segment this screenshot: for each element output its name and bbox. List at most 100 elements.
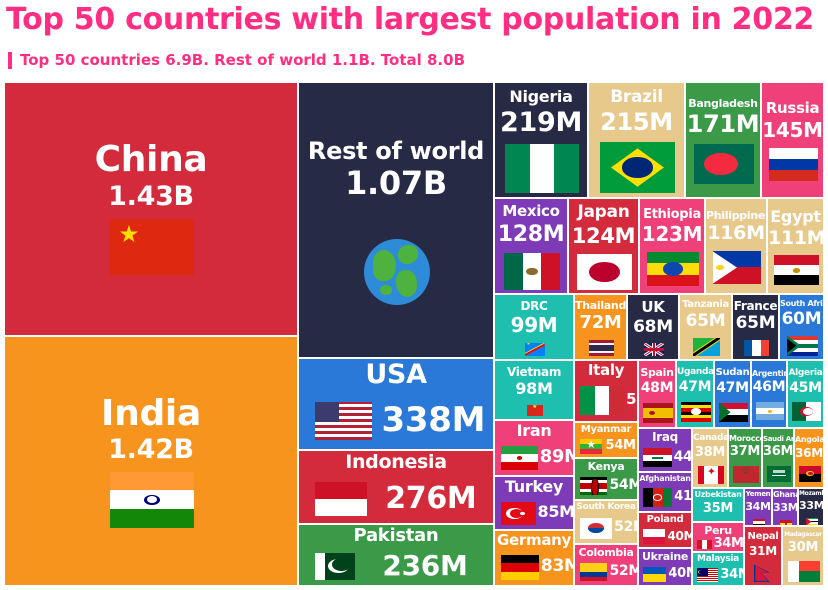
tile-name-uganda: Uganda (677, 367, 714, 378)
tile-value-malaysia: 34M (720, 566, 743, 582)
tile-value-ghana: 33M (773, 500, 798, 514)
tile-name-nigeria: Nigeria (509, 86, 573, 106)
flag-germany-icon (501, 555, 539, 581)
tile-name-mexico: Mexico (502, 202, 560, 220)
tile-name-iran: Iran (516, 421, 552, 440)
tile-value-china: 1.43B (108, 181, 194, 213)
tile-value-algeria: 45M (789, 379, 822, 396)
tile-value-peru: 34M (713, 535, 744, 551)
flag-iran-icon (501, 446, 538, 471)
flag-rest-of-world-icon (364, 238, 430, 305)
tile-indonesia: Indonesia 276M (298, 450, 494, 524)
tile-name-algeria: Algeria (788, 367, 823, 378)
flag-morocco-icon: ☆ (733, 465, 759, 484)
tile-ethiopia: Ethiopia 123M (639, 198, 705, 294)
tile-germany: Germany 83M (494, 530, 574, 586)
flag-iraq-icon (643, 448, 672, 468)
flag-nepal-icon (751, 564, 778, 582)
flag-peru-icon (697, 539, 712, 550)
tile-name-sudan: Sudan (715, 367, 750, 379)
tile-value-brazil: 215M (600, 107, 673, 136)
tile-name-usa: USA (365, 359, 427, 390)
tile-canada: Canada 38M ✦ (692, 428, 728, 488)
flag-ghana-icon (780, 519, 792, 525)
tile-value-iraq: 44M (673, 448, 692, 465)
tile-madagascar: Madagascar 30M (782, 526, 824, 586)
flag-mozambique-icon (806, 517, 818, 525)
tile-south-korea: South Korea 52M (574, 500, 638, 544)
tile-ghana: Ghana 33M (772, 488, 798, 526)
tile-rest-of-world: Rest of world 1.07B (298, 82, 494, 358)
tile-name-angola: Angola (795, 435, 824, 445)
tile-name-thailand: Thailand (575, 299, 627, 312)
flag-india-icon (110, 471, 194, 528)
tile-myanmar: Myanmar 54M ★ (574, 422, 638, 458)
tile-japan: Japan 124M (568, 198, 639, 294)
tile-name-peru: Peru (704, 524, 732, 537)
tile-name-ethiopia: Ethiopia (643, 206, 701, 222)
tile-value-vietnam: 98M (515, 379, 553, 399)
tile-name-tanzania: Tanzania (682, 299, 729, 310)
tile-france: France 65M (732, 294, 779, 360)
tile-name-poland: Poland (646, 514, 684, 525)
tile-value-morocco: 37M (729, 444, 761, 460)
tile-name-yemen: Yemen (745, 490, 771, 498)
tile-iraq: Iraq 44M (638, 428, 692, 472)
tile-name-malaysia: Malaysia (697, 554, 739, 564)
tile-angola: Angola 36M (794, 428, 824, 488)
tile-name-colombia: Colombia (578, 546, 634, 559)
tile-name-india: India (101, 392, 201, 434)
flag-usa-icon (314, 401, 372, 440)
tile-value-egypt: 111M (768, 226, 824, 249)
flag-philippines-icon (712, 251, 762, 284)
tile-india: India 1.42B (4, 336, 298, 586)
tile-value-germany: 83M (540, 556, 573, 577)
tile-name-ghana: Ghana (773, 490, 798, 499)
flag-kenya-icon (580, 477, 608, 496)
tile-name-mozambique: Mozambique (799, 490, 823, 497)
tile-name-italy: Italy (587, 361, 625, 379)
tile-value-russia: 145M (762, 117, 823, 142)
tile-value-afghanistan: 41M (674, 489, 692, 505)
tile-name-saudi-arabia: Saudi Arabia (763, 434, 794, 443)
chart-title: Top 50 countries with largest population… (6, 2, 814, 37)
tile-name-japan: Japan (577, 202, 630, 222)
tile-afghanistan: Afghanistan 41M (638, 472, 692, 512)
tile-value-india: 1.42B (108, 434, 194, 466)
tile-name-bangladesh: Bangladesh (688, 96, 758, 110)
tile-name-canada: Canada (693, 433, 728, 443)
tile-name-brazil: Brazil (610, 87, 663, 108)
tile-russia: Russia 145M (761, 82, 824, 198)
tile-algeria: Algeria 45M (787, 360, 824, 428)
tile-name-madagascar: Madagascar (784, 531, 822, 538)
flag-canada-icon: ✦ (697, 466, 725, 484)
flag-drc-icon: ★ (525, 343, 545, 356)
tile-value-uzbekistan: 35M (702, 500, 734, 516)
tile-name-argentina: Argentina (752, 368, 786, 378)
flag-argentina-icon (756, 401, 784, 421)
flag-russia-icon (768, 147, 819, 181)
flag-afghanistan-icon (643, 487, 673, 508)
flag-poland-icon (643, 529, 666, 545)
flag-madagascar-icon (788, 560, 820, 582)
flag-mexico-icon (504, 252, 560, 290)
tile-name-iraq: Iraq (652, 430, 678, 444)
tile-value-argentina: 46M (752, 379, 786, 396)
flag-south-korea-icon (580, 517, 613, 539)
flag-nigeria-icon (505, 144, 579, 194)
tile-value-ukraine: 40M (668, 565, 691, 581)
tile-drc: DRC 99M ★ (494, 294, 574, 360)
tile-value-italy: 59M (626, 390, 637, 409)
tile-sudan: Sudan 47M (714, 360, 751, 428)
tile-thailand: Thailand 72M (574, 294, 627, 360)
tile-colombia: Colombia 52M (574, 544, 638, 586)
tile-vietnam: Vietnam 98M ★ (494, 360, 574, 420)
tile-name-philippines: Philippines (706, 209, 767, 223)
tile-name-uk: UK (641, 298, 665, 316)
tile-yemen: Yemen 34M (744, 488, 772, 526)
flag-japan-icon (577, 253, 632, 290)
chart-subtitle: Top 50 countries 6.9B. Rest of world 1.1… (20, 51, 466, 69)
tile-south-africa: South Africa60M (779, 294, 824, 360)
flag-ethiopia-icon (647, 251, 699, 287)
tile-uk: UK 68M (627, 294, 679, 360)
